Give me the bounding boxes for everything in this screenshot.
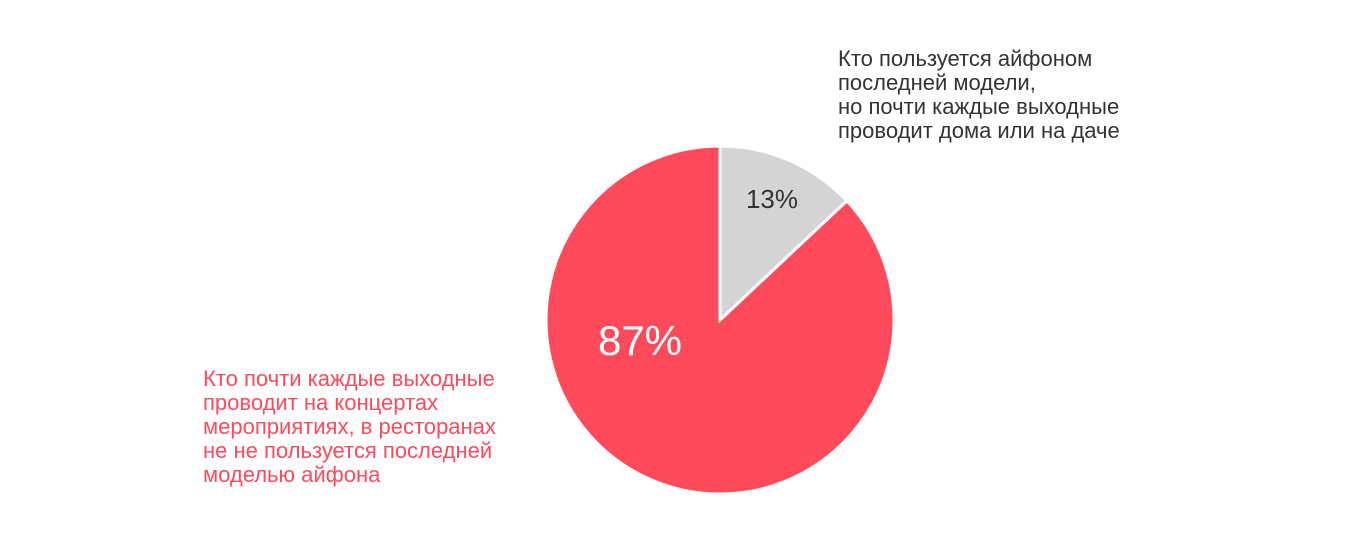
pie-slice <box>718 144 849 324</box>
slice-label: Кто пользуется айфоном последней модели,… <box>838 46 1120 143</box>
slice-label: Кто почти каждые выходные проводит на ко… <box>203 366 496 487</box>
value-label: 13% <box>746 184 798 214</box>
value-label: 87% <box>598 317 682 364</box>
pie-slice <box>544 144 896 496</box>
